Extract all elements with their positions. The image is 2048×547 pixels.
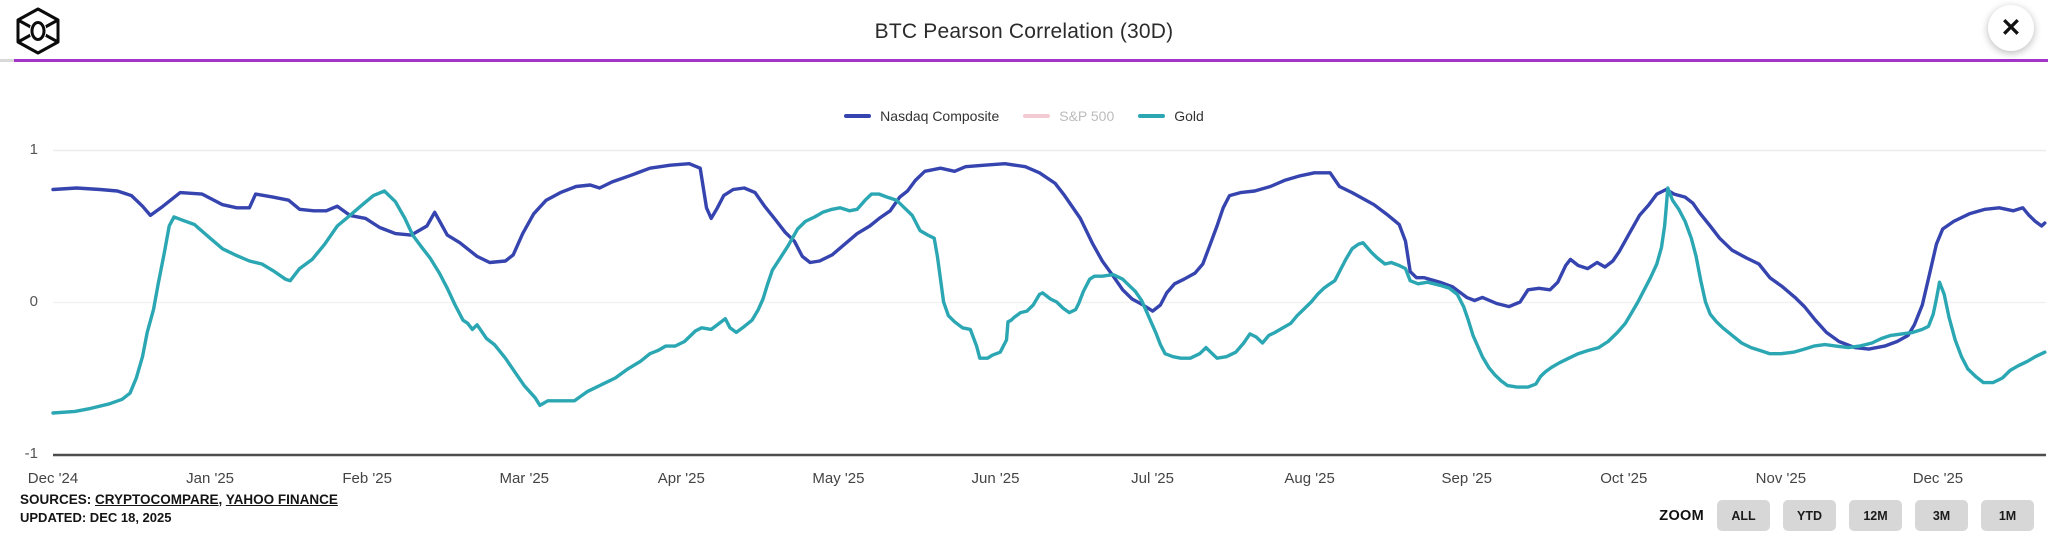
- app-logo-icon: [14, 7, 62, 55]
- close-icon: ✕: [2000, 13, 2022, 42]
- x-axis-label: Apr '25: [657, 470, 705, 487]
- zoom-range-button-3m[interactable]: 3M: [1915, 500, 1968, 531]
- x-axis-label: Mar '25: [499, 470, 550, 487]
- gold-line: [51, 186, 2047, 415]
- zoom-controls: ZOOM ALL YTD 12M 3M 1M: [1659, 500, 2034, 531]
- chart-legend: Nasdaq Composite S&P 500 Gold: [0, 108, 2048, 124]
- y-axis-label: 0: [29, 293, 38, 310]
- legend-swatch-icon: [844, 114, 872, 118]
- x-axis-label: Oct '25: [1600, 470, 1648, 487]
- header-divider: [0, 59, 2048, 62]
- page-title: BTC Pearson Correlation (30D): [874, 20, 1174, 43]
- x-axis-label: May '25: [812, 470, 865, 487]
- x-axis-label: Dec '25: [1912, 470, 1964, 487]
- source-link-cryptocompare[interactable]: CRYPTOCOMPARE: [95, 492, 219, 507]
- x-axis-label: Jul '25: [1131, 470, 1174, 487]
- sources-label: SOURCES:: [20, 492, 92, 507]
- x-axis-label: Dec '24: [27, 470, 79, 487]
- zoom-range-button-all[interactable]: ALL: [1717, 500, 1770, 531]
- sources-separator: ,: [218, 492, 223, 507]
- legend-item-label: S&P 500: [1059, 108, 1115, 124]
- legend-item-label: Nasdaq Composite: [880, 108, 1000, 124]
- nasdaq-composite-line: [51, 161, 2047, 351]
- zoom-button-group: ALL YTD 12M 3M 1M: [1717, 500, 2034, 531]
- source-link-yahoo-finance[interactable]: YAHOO FINANCE: [225, 492, 338, 507]
- x-axis-label: Sep '25: [1441, 470, 1492, 487]
- zoom-range-button-12m[interactable]: 12M: [1849, 500, 1902, 531]
- x-axis-label: Jan '25: [186, 470, 235, 487]
- legend-item-gold[interactable]: Gold: [1138, 108, 1204, 124]
- x-axis-label: Feb '25: [342, 470, 392, 487]
- x-axis-label: Nov '25: [1755, 470, 1807, 487]
- legend-swatch-icon: [1138, 114, 1166, 118]
- zoom-range-button-1m[interactable]: 1M: [1981, 500, 2034, 531]
- sources-line: SOURCES: CRYPTOCOMPARE, YAHOO FINANCE: [20, 492, 338, 507]
- y-axis-label: -1: [24, 445, 38, 462]
- legend-item-label: Gold: [1174, 108, 1204, 124]
- updated-line: UPDATED: DEC 18, 2025: [20, 510, 172, 525]
- zoom-range-button-ytd[interactable]: YTD: [1783, 500, 1836, 531]
- legend-item-nasdaq-composite[interactable]: Nasdaq Composite: [844, 108, 999, 124]
- zoom-label: ZOOM: [1659, 507, 1704, 524]
- header-divider-stub: [0, 59, 14, 62]
- legend-item-s-p-500[interactable]: S&P 500: [1023, 108, 1114, 124]
- x-axis-label: Jun '25: [971, 470, 1020, 487]
- x-axis-label: Aug '25: [1284, 470, 1335, 487]
- close-button[interactable]: ✕: [1988, 5, 2034, 51]
- y-axis-label: 1: [29, 141, 38, 158]
- legend-swatch-icon: [1023, 114, 1051, 118]
